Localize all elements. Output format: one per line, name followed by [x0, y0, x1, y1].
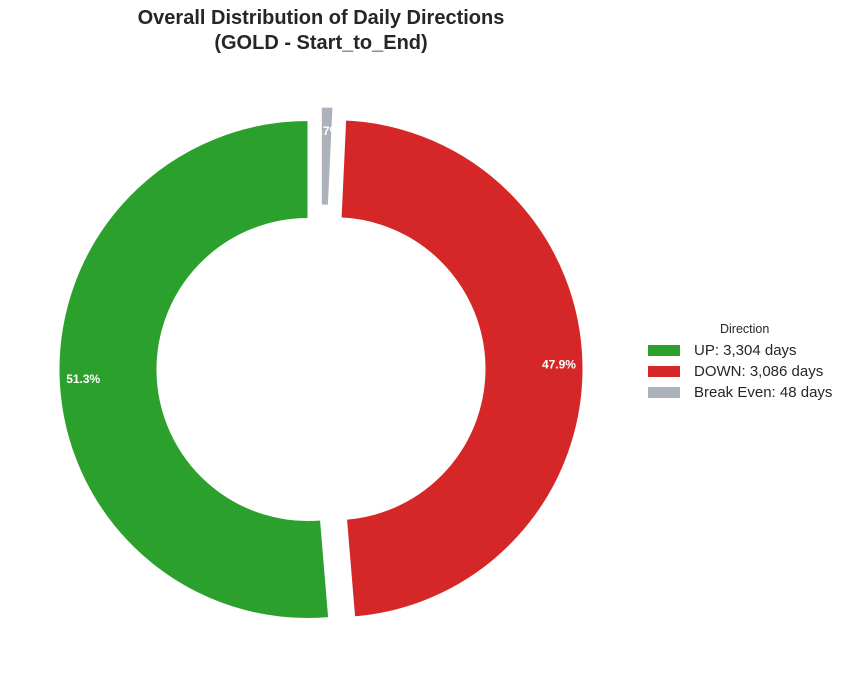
donut-slice-break-even [320, 106, 334, 206]
chart-title: Overall Distribution of Daily Directions… [0, 6, 642, 56]
legend-label-break-even: Break Even: 48 days [694, 384, 833, 401]
legend-item-down: DOWN: 3,086 days [640, 361, 864, 382]
donut-slice-labels: 51.3% 47.9% 0.7% [66, 124, 576, 386]
legend-label-down: DOWN: 3,086 days [694, 363, 824, 380]
donut-slice-up [58, 120, 330, 619]
legend-swatch-break-even [648, 387, 680, 398]
chart-title-line-2: (GOLD - Start_to_End) [214, 32, 428, 54]
legend-item-up: UP: 3,304 days [640, 340, 864, 361]
chart-title-line-1: Overall Distribution of Daily Directions [137, 7, 505, 29]
slice-label-down: 47.9% [542, 358, 576, 372]
legend-item-break-even: Break Even: 48 days [640, 382, 864, 403]
legend-label-up: UP: 3,304 days [694, 342, 797, 359]
donut-slice-down [340, 119, 584, 618]
legend-swatch-up [648, 345, 680, 356]
legend-swatch-down [648, 366, 680, 377]
legend: Direction UP: 3,304 days DOWN: 3,086 day… [640, 322, 864, 403]
slice-label-up: 51.3% [66, 372, 100, 386]
donut-slices [58, 106, 584, 619]
slice-label-break-even: 0.7% [313, 124, 341, 138]
legend-title: Direction [720, 322, 770, 336]
